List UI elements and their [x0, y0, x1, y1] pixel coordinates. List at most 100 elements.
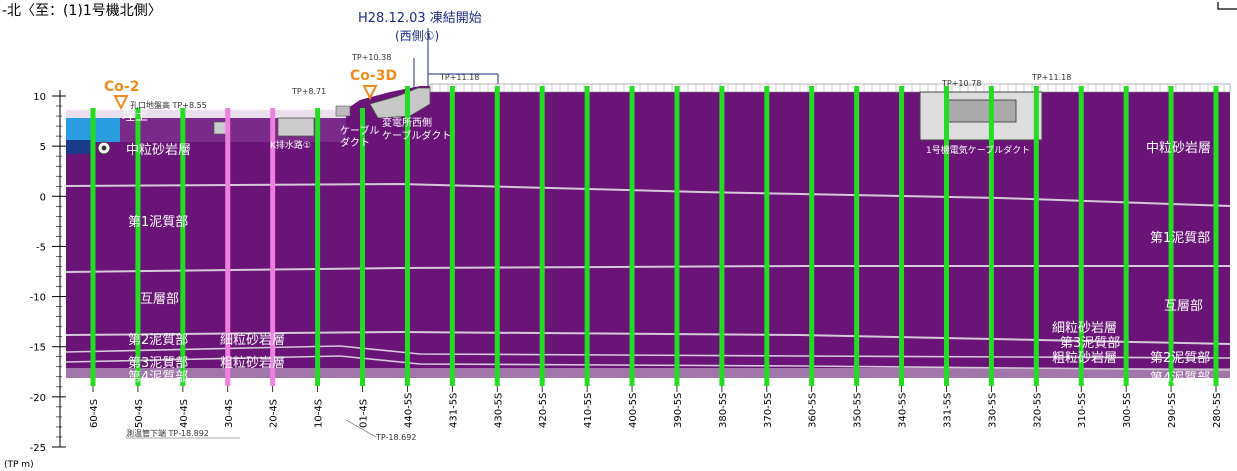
co3d-marker-icon [362, 85, 378, 101]
bottom-stratum [66, 368, 1230, 378]
axis-tick-label: -25 [30, 443, 46, 454]
cable-duct-structure [335, 105, 351, 117]
axis-tick-label: -10 [30, 293, 46, 304]
freeze-pipe [494, 86, 500, 386]
co3d-marker-label: Co-3D [350, 68, 397, 84]
column-label: 390-5S [673, 393, 684, 428]
column-label: 331-5S [942, 393, 953, 428]
freeze-pipe [135, 108, 141, 386]
freeze-pipe [584, 86, 590, 386]
freeze-pipe [225, 108, 231, 386]
column-labels: 60-4S 50-4S 40-4S 30-4S 20-4S 10-4S 01-4S 440-5… [89, 386, 1223, 428]
freeze-pipe [854, 86, 860, 386]
axis-tick-label: -5 [36, 242, 46, 253]
right-medium-sand-label: 中粒砂岩層 [1146, 141, 1211, 156]
elevation-axis: 10 5 0 -5 -10 -15 -20 -25 [30, 90, 66, 454]
freeze-pipe [315, 108, 321, 386]
fill-surface [66, 110, 346, 118]
right-mud3-label: 第3泥質部 [1060, 336, 1120, 351]
column-label: 420-5S [538, 393, 549, 428]
substation-label-b: ケーブルダクト [382, 129, 451, 142]
strata-line-2 [65, 265, 1230, 273]
left-mud4-label: 第4泥質部 [128, 370, 188, 385]
freeze-pipe [404, 86, 410, 386]
event-side: (西側①) [395, 29, 439, 43]
tp-1118-right-label: TP+11.18 [1031, 73, 1071, 82]
fill-label: 埋土 [122, 109, 148, 124]
column-label: 01-4S [359, 399, 370, 428]
freeze-pipe [539, 86, 545, 386]
strata-line-5 [65, 355, 1231, 371]
left-mud3-label: 第3泥質部 [128, 356, 188, 371]
borehole-marker-center [101, 145, 107, 151]
column-label: 431-5S [448, 393, 459, 428]
freeze-pipe [1078, 86, 1084, 386]
freeze-pipe [1033, 86, 1039, 386]
freeze-pipe [674, 86, 680, 386]
cable-duct-label-a: ケーブル [340, 124, 379, 137]
freeze-pipe [360, 108, 366, 386]
left-coarse-sand-label: 粗粒砂岩層 [220, 356, 285, 371]
freeze-pipe [1168, 86, 1174, 386]
freeze-pipe [1213, 86, 1219, 386]
column-label: 20-4S [269, 399, 280, 428]
section-title: -北〈至：(1)1号機北側〉 [2, 3, 162, 19]
freeze-pipe [180, 108, 186, 386]
measure-pipe-bottom-label: 測温管下端 TP-18.892 [126, 428, 209, 438]
surface-strip [429, 83, 1231, 93]
column-label: 10-4S [314, 399, 325, 428]
axis-tick-label: -20 [30, 393, 46, 404]
column-label: 50-4S [134, 399, 145, 428]
column-label: 340-5S [898, 393, 909, 428]
pipe-bottom-2-label: TP-18.692 [375, 433, 416, 442]
axis-unit-label: (TP m) [4, 460, 34, 470]
column-label: 30-4S [224, 399, 235, 428]
column-label: 40-4S [179, 399, 190, 428]
strata-line-4 [65, 345, 1231, 359]
freeze-pipe [899, 86, 905, 386]
freeze-pipe [719, 86, 725, 386]
tp-871-label: TP+8.71 [291, 87, 326, 96]
tp-1118-left-label: TP+11.18 [439, 73, 479, 82]
unit1-duct-inner [945, 99, 1017, 123]
left-alternating-label: 互層部 [140, 292, 179, 307]
freeze-pipes [90, 86, 1219, 386]
axis-tick-label: 10 [33, 92, 46, 103]
substation-structure [369, 87, 431, 119]
strata-line-1 [65, 182, 1231, 207]
pipe-bottom-2-leader [345, 419, 377, 438]
right-coarse-sand-label: 粗粒砂岩層 [1052, 351, 1117, 366]
column-label: 280-5S [1212, 393, 1223, 428]
freeze-pipe [943, 86, 949, 386]
column-label: 300-5S [1122, 393, 1133, 428]
column-label: 380-5S [718, 393, 729, 428]
corner-mark [1217, 2, 1237, 10]
column-label: 400-5S [628, 393, 639, 428]
dark-zone [66, 140, 94, 154]
column-label: 360-5S [808, 393, 819, 428]
right-mud1-label: 第1泥質部 [1150, 231, 1210, 246]
freeze-pipe [809, 86, 815, 386]
borehole-ground-label: 孔口地盤高 TP+8.55 [130, 100, 207, 110]
column-label: 410-5S [583, 393, 594, 428]
left-medium-sand-label: 中粒砂岩層 [126, 143, 191, 158]
column-label: 310-5S [1077, 393, 1088, 428]
freeze-pipe [270, 108, 276, 386]
column-label: 60-4S [89, 399, 100, 428]
column-label: 330-5S [987, 393, 998, 428]
freeze-pipe [764, 86, 770, 386]
cable-duct-label-b: ダクト [340, 136, 370, 149]
column-label: 290-5S [1167, 393, 1178, 428]
column-label: 370-5S [763, 393, 774, 428]
unit1-duct-label: 1号機電気ケーブルダクト [926, 144, 1030, 156]
right-alternating-label: 互層部 [1164, 299, 1203, 314]
right-fine-sand-label: 細粒砂岩層 [1052, 321, 1117, 336]
drain-label: K排水路① [270, 139, 311, 151]
drain-structure [277, 117, 315, 137]
co2-marker-label: Co-2 [104, 79, 139, 95]
substation-label-a: 変電所西側 [382, 116, 432, 129]
freeze-pipe [988, 86, 994, 386]
co2-marker-icon [113, 95, 129, 111]
right-mud2-label: 第2泥質部 [1150, 351, 1210, 366]
